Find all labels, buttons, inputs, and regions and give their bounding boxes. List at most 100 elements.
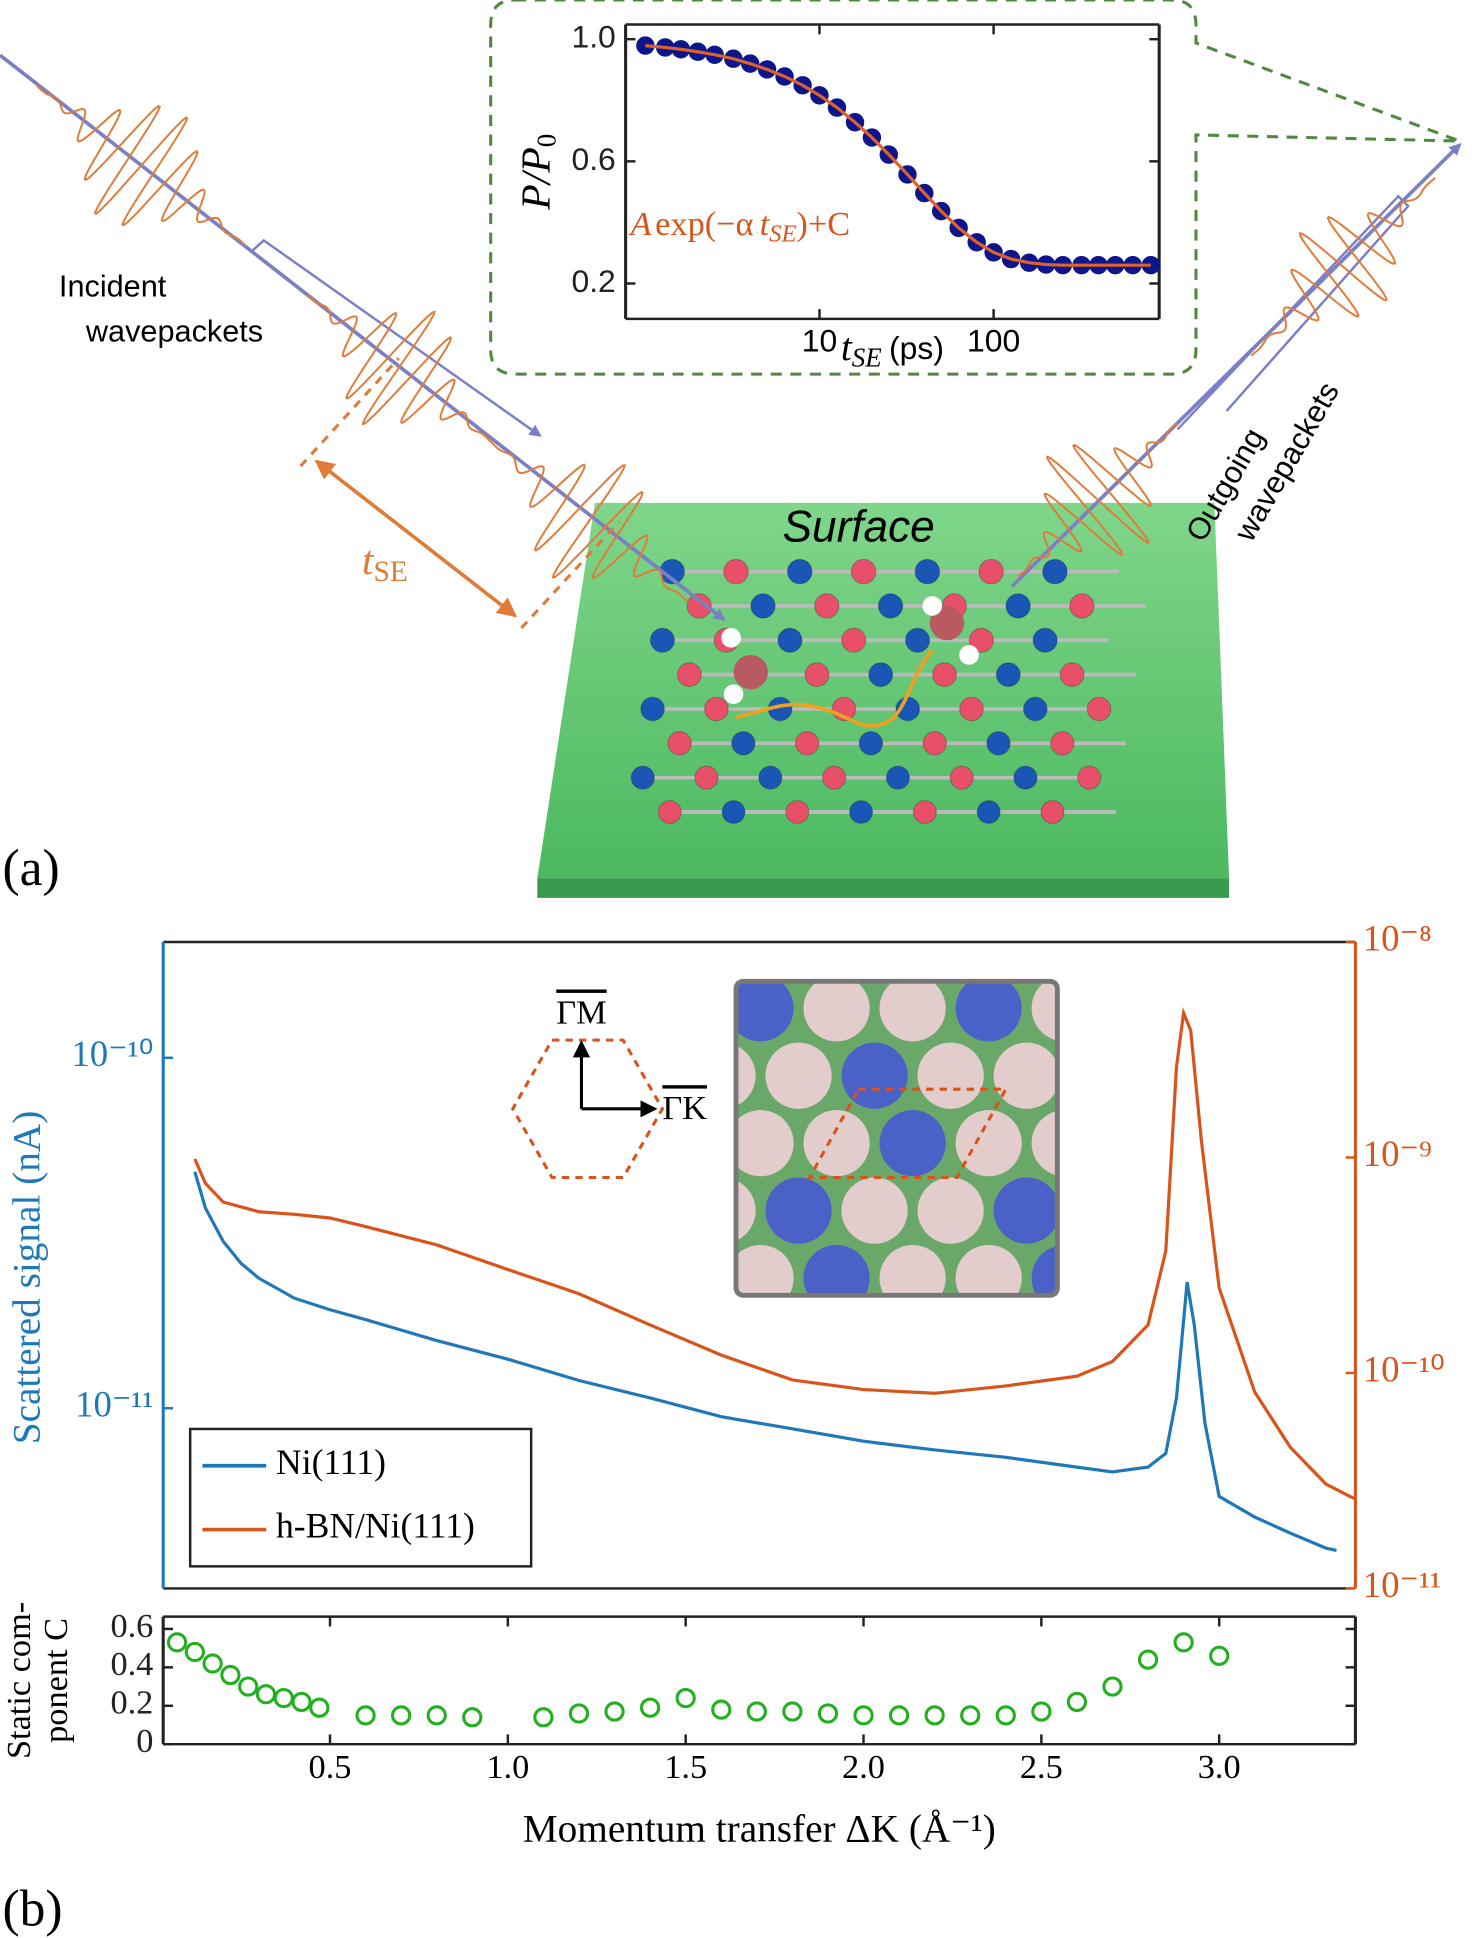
delay-marker (299, 357, 400, 468)
x-tick-label: 1.0 (486, 1748, 529, 1786)
y2-tick-label: 10⁻¹¹ (1363, 1564, 1441, 1605)
atom (955, 981, 1022, 1042)
annotation-part: SE (769, 220, 796, 247)
atom (676, 662, 702, 688)
marker (220, 1664, 241, 1686)
atom (1069, 593, 1095, 619)
atom (736, 1180, 756, 1241)
x-tick-label: 100 (967, 322, 1020, 358)
atom (750, 593, 776, 619)
x-axis-title-part: SE (852, 343, 882, 373)
lattice-frame (733, 978, 1060, 1298)
atom (736, 1110, 794, 1177)
diffusion-path (735, 648, 934, 728)
atom (765, 1177, 832, 1244)
atom (785, 799, 810, 825)
hydrogen (723, 684, 744, 705)
marker (675, 1687, 696, 1709)
x-tick-label: 10 (802, 322, 837, 358)
marker (184, 1641, 205, 1663)
legend-label: h-BN/Ni(111) (276, 1506, 475, 1546)
marker (568, 1703, 590, 1724)
legend-label: Ni(111) (276, 1442, 386, 1482)
incident-beam-split (250, 238, 542, 437)
marker (1173, 1632, 1194, 1653)
atom (777, 627, 803, 653)
atom (1031, 981, 1058, 1041)
marker (273, 1687, 294, 1709)
atom (1086, 696, 1112, 722)
atom (723, 558, 749, 585)
direction-label: ΓM (556, 993, 606, 1031)
outgoing-beam (1010, 143, 1462, 588)
x-tick-label: 0.5 (309, 1748, 352, 1786)
surface-label: Surface (783, 503, 935, 552)
atom (841, 1177, 908, 1244)
x-axis-title-part: (ps) (889, 330, 944, 366)
marker (426, 1705, 447, 1726)
atom (885, 765, 911, 790)
annotation-part: )+C (796, 205, 850, 243)
atom (1031, 1110, 1058, 1176)
marker (462, 1707, 483, 1728)
legend: Ni(111) h-BN/Ni(111) (188, 1427, 533, 1568)
atom (968, 627, 994, 653)
atom (736, 1244, 794, 1296)
atom (1077, 765, 1102, 790)
marker (1209, 1645, 1230, 1666)
atom (849, 799, 874, 825)
marker (1102, 1676, 1123, 1697)
marker (202, 1653, 223, 1674)
hydrogen (959, 645, 979, 665)
atom (786, 558, 813, 585)
atom (877, 593, 904, 619)
annotation-part: t (760, 205, 771, 243)
atom (917, 1042, 984, 1109)
delay-label: tSE (362, 538, 408, 588)
y-axis-title-part: P/P (513, 147, 559, 211)
atom (904, 627, 931, 653)
y-axis-title: P/P0 (513, 134, 561, 211)
y-tick-label: 10⁻¹⁰ (71, 1033, 153, 1074)
atom (1013, 765, 1038, 790)
marker (533, 1707, 554, 1728)
adsorbate (929, 605, 965, 641)
marker (853, 1705, 874, 1726)
direction-label: ΓK (662, 1089, 707, 1127)
marker (255, 1684, 277, 1705)
marker (604, 1701, 625, 1722)
wave (306, 293, 492, 443)
atom (765, 1042, 832, 1109)
y2-tick-label: 10⁻⁸ (1363, 917, 1432, 958)
marker (355, 1705, 376, 1726)
delay-marker (520, 520, 621, 630)
hydrogen (922, 596, 943, 616)
chart: 10⁻¹⁰ 10⁻¹¹ 10⁻⁸ 10⁻⁹ 10⁻¹⁰ 10⁻¹¹ Ni(111) h-BN/… (6, 917, 1445, 1604)
atom (694, 765, 719, 790)
unit-cell (806, 1087, 1009, 1180)
lattice (630, 558, 1146, 825)
structure-inset: ΓM ΓK (510, 978, 1060, 1298)
y-axis-title-part: 0 (532, 134, 562, 147)
y-axis-title: Scattered signal (nA) (6, 1111, 49, 1445)
y-tick-label: 0.2 (571, 263, 615, 299)
atom (986, 731, 1011, 756)
x-tick-label: 2.5 (1020, 1748, 1063, 1786)
atom (912, 799, 937, 825)
series-line (193, 1006, 1356, 1501)
atom (914, 558, 941, 585)
atom (1040, 799, 1065, 825)
incident-beam (0, 53, 726, 621)
y-tick-label: 1.0 (571, 19, 615, 55)
y-axis-title: Static com-ponent C (0, 1602, 75, 1759)
atom (949, 765, 974, 790)
marker (924, 1705, 945, 1726)
y2-tick-label: 10⁻⁹ (1363, 1133, 1432, 1174)
marker (639, 1697, 661, 1718)
atom (976, 799, 1001, 825)
series-line (193, 1171, 1337, 1552)
atom (794, 731, 820, 756)
atom (657, 799, 682, 825)
